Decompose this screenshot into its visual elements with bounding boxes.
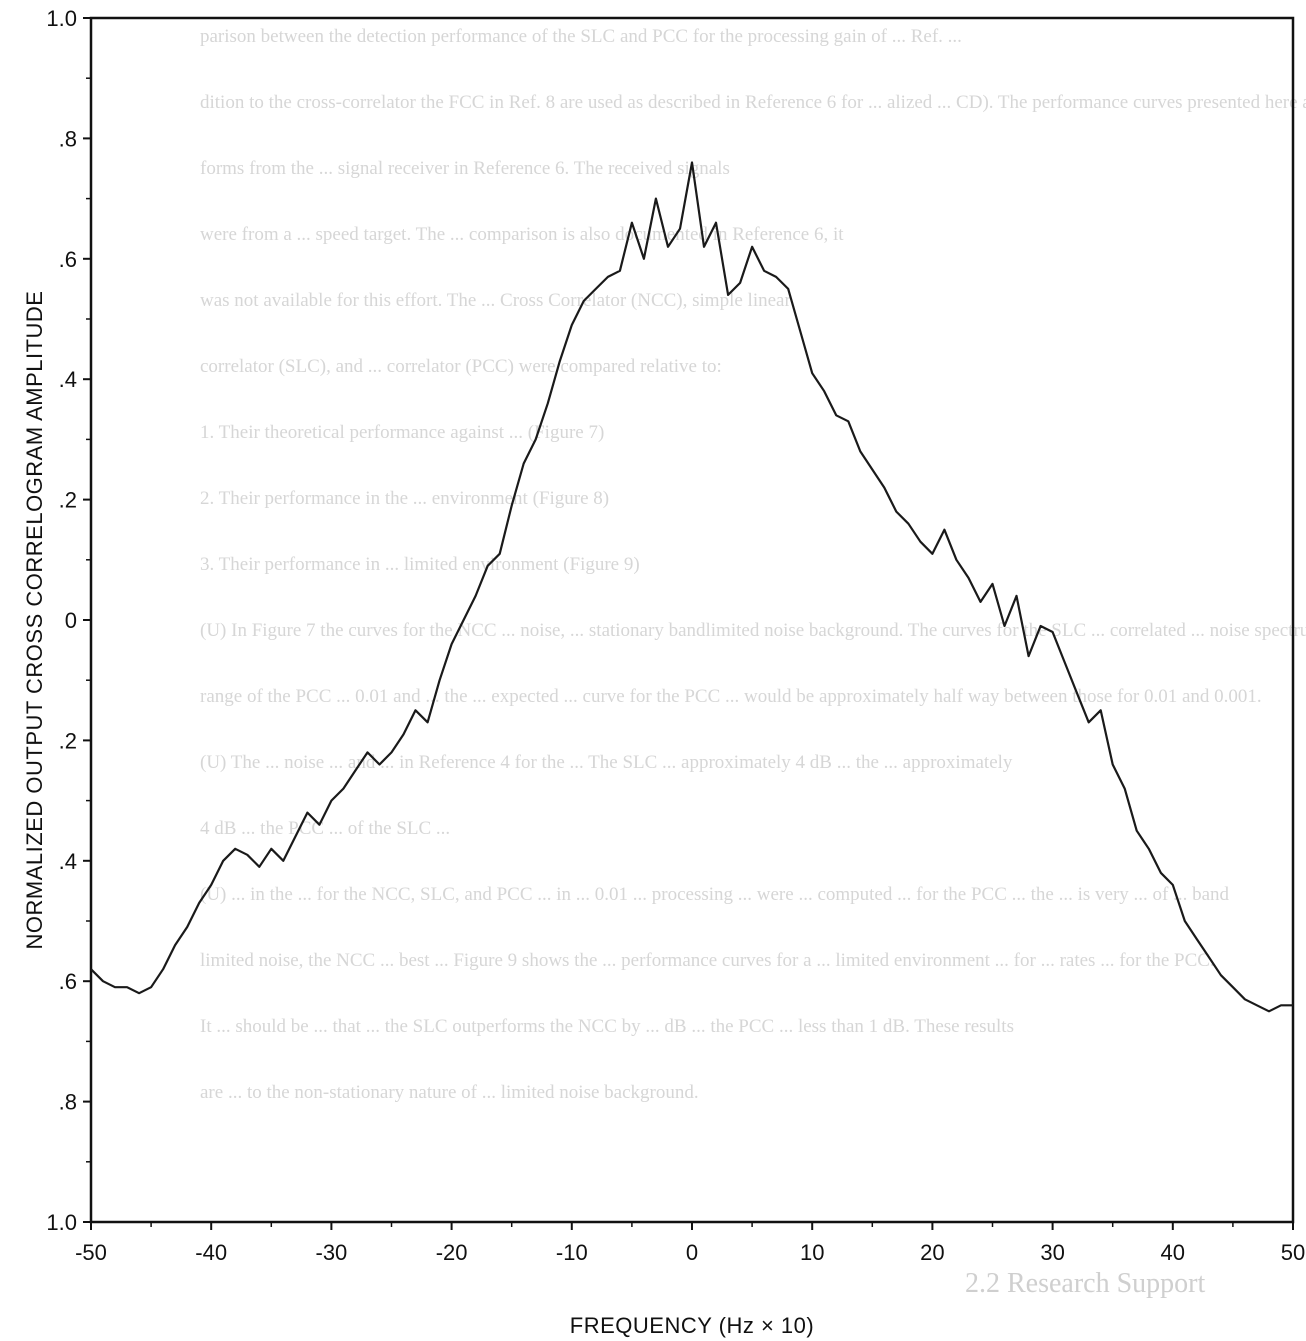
y-tick-label: .8	[59, 126, 77, 151]
x-tick-label: -40	[195, 1240, 227, 1265]
bleed-through-line: correlator (SLC), and ... correlator (PC…	[200, 356, 722, 377]
y-tick-label: .8	[59, 1090, 77, 1115]
x-tick-label: -30	[316, 1240, 348, 1265]
x-tick-label: 40	[1161, 1240, 1185, 1265]
bleed-through-line: 4 dB ... the PCC ... of the SLC ...	[200, 818, 450, 839]
x-tick-label: 10	[800, 1240, 824, 1265]
y-tick-label: .6	[59, 969, 77, 994]
bleed-through-line: 3. Their performance in ... limited envi…	[200, 554, 640, 575]
bleed-through-line: (U) ... in the ... for the NCC, SLC, and…	[200, 884, 1230, 905]
y-tick-label: .4	[59, 367, 77, 392]
y-tick-label: .2	[59, 728, 77, 753]
y-tick-label: .2	[59, 488, 77, 513]
x-tick-label: 30	[1040, 1240, 1064, 1265]
bleed-through-line: was not available for this effort. The .…	[200, 290, 791, 311]
x-tick-label: 0	[686, 1240, 698, 1265]
x-tick-label: -10	[556, 1240, 588, 1265]
x-axis-title: FREQUENCY (Hz × 10)	[570, 1313, 814, 1338]
y-axis-ticks: 1.0 .8 .6 .4 .2 0 .2 .4 .6 .8 1.0	[46, 6, 91, 1235]
bleed-through-heading: 2.2 Research Support	[965, 1268, 1206, 1299]
x-tick-label: 50	[1281, 1240, 1305, 1265]
bleed-through-line: It ... should be ... that ... the SLC ou…	[200, 1016, 1014, 1037]
bleed-through-text: parison between the detection performanc…	[200, 26, 1306, 1299]
bleed-through-line: limited noise, the NCC ... best ... Figu…	[200, 950, 1215, 971]
y-tick-label: .6	[59, 247, 77, 272]
bleed-through-line: dition to the cross-correlator the FCC i…	[200, 92, 1306, 113]
y-tick-label: 1.0	[46, 6, 77, 31]
bleed-through-line: parison between the detection performanc…	[200, 26, 962, 47]
correlogram-series-line	[90, 161, 1293, 1013]
y-axis-title: NORMALIZED OUTPUT CROSS CORRELOGRAM AMPL…	[22, 291, 47, 950]
y-tick-label: 1.0	[46, 1210, 77, 1235]
bleed-through-line: were from a ... speed target. The ... co…	[200, 224, 844, 245]
bleed-through-line: (U) The ... noise ... and ... in Referen…	[200, 752, 1013, 773]
x-tick-label: -20	[436, 1240, 468, 1265]
x-tick-label: -50	[75, 1240, 107, 1265]
bleed-through-line: range of the PCC ... 0.01 and ... the ..…	[200, 686, 1262, 707]
series-layer	[90, 161, 1293, 1013]
x-tick-label: 20	[920, 1240, 944, 1265]
bleed-through-line: 1. Their theoretical performance against…	[200, 422, 604, 443]
bleed-through-line: 2. Their performance in the ... environm…	[200, 488, 609, 509]
y-tick-label: .4	[59, 849, 77, 874]
bleed-through-line: are ... to the non-stationary nature of …	[200, 1082, 699, 1103]
y-tick-label: 0	[65, 608, 77, 633]
x-axis-ticks: -50 -40 -30 -20 -10 0 10 20 30 40 50	[75, 1222, 1305, 1265]
bleed-through-line: forms from the ... signal receiver in Re…	[200, 158, 730, 179]
bleed-through-line: (U) In Figure 7 the curves for the NCC .…	[200, 620, 1306, 641]
